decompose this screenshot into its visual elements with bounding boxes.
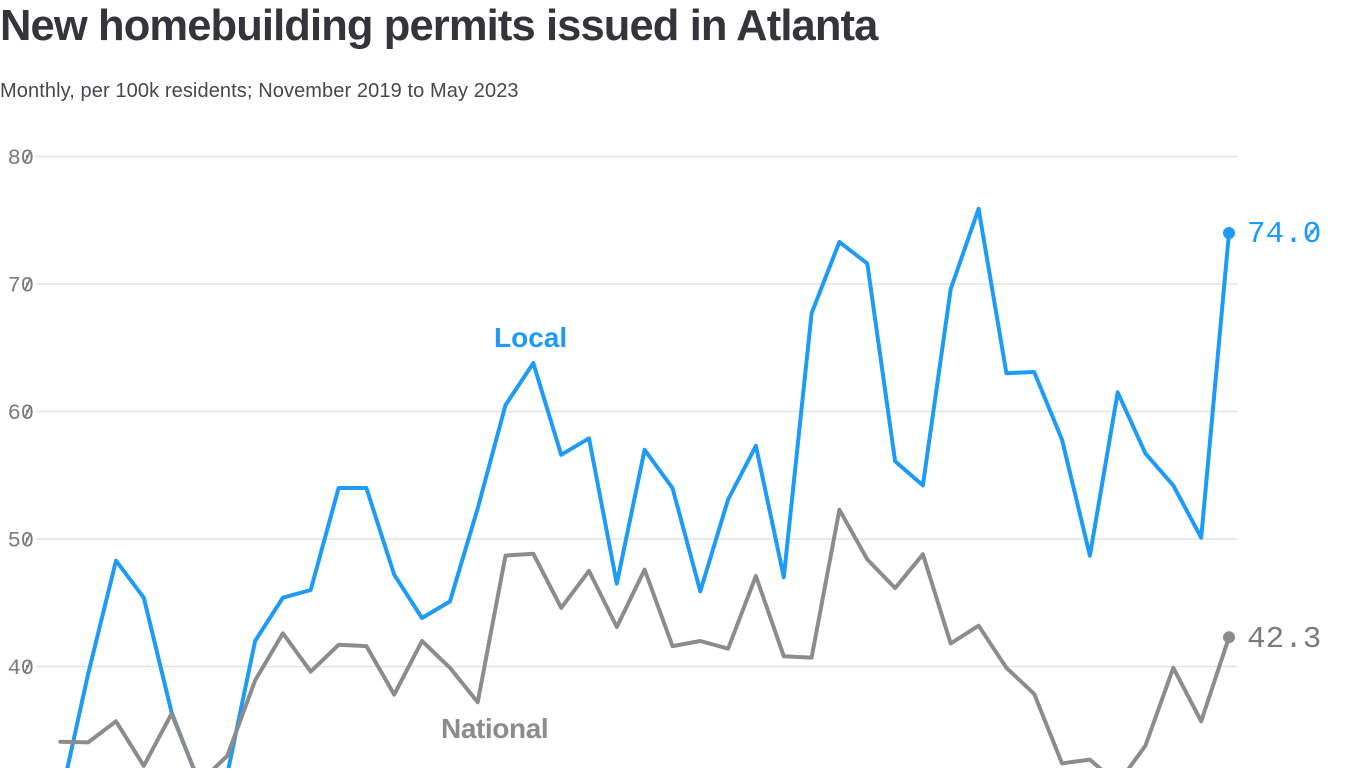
svg-text:80: 80 [8, 146, 34, 171]
svg-text:50: 50 [8, 529, 34, 554]
svg-text:National: National [441, 713, 548, 744]
svg-text:Local: Local [494, 322, 567, 353]
svg-text:74.0: 74.0 [1247, 217, 1321, 252]
svg-text:70: 70 [8, 274, 34, 299]
svg-text:60: 60 [8, 401, 34, 426]
svg-text:40: 40 [8, 656, 34, 681]
svg-text:42.3: 42.3 [1247, 622, 1321, 657]
